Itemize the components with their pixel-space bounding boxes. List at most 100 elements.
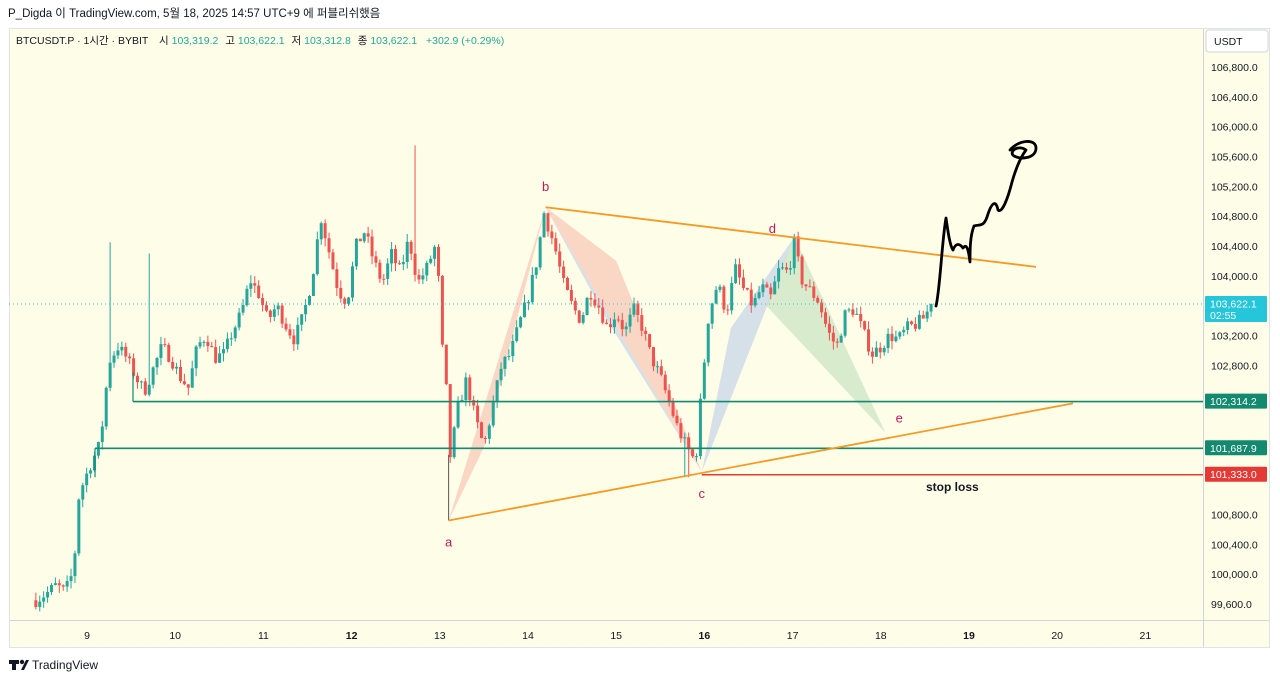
candle-body	[507, 356, 511, 358]
candle-body	[311, 274, 315, 296]
candle-body	[745, 287, 749, 290]
candle-body	[198, 342, 202, 347]
candle-body	[253, 283, 257, 286]
candle-body	[448, 384, 452, 458]
time-axis[interactable]	[9, 621, 1270, 648]
candle-body	[128, 356, 132, 359]
candle-body	[452, 427, 456, 458]
candle-body	[894, 336, 898, 342]
price-tick-label: 105,600.0	[1211, 152, 1258, 164]
candle-body	[566, 277, 570, 290]
price-tick-label: 106,800.0	[1211, 62, 1258, 74]
candle-body	[800, 256, 804, 285]
candle-body	[812, 286, 816, 298]
candle-body	[749, 289, 753, 306]
candle-body	[671, 402, 675, 416]
candle-body	[577, 310, 581, 323]
candle-body	[863, 321, 867, 330]
candle-body	[585, 297, 589, 316]
candle-body	[276, 305, 280, 310]
candle-body	[464, 377, 468, 400]
candle-body	[225, 338, 229, 350]
candle-body	[859, 313, 863, 322]
candle-body	[515, 327, 519, 342]
candle-body	[538, 237, 542, 268]
candle-body	[616, 319, 620, 321]
candle-body	[120, 346, 124, 351]
candle-body	[519, 317, 523, 328]
candle-body	[483, 437, 487, 439]
candle-body	[542, 213, 546, 238]
time-tick-label: 14	[522, 630, 534, 642]
candle-body	[65, 581, 69, 587]
candles[interactable]	[34, 145, 933, 612]
currency-button[interactable]	[1205, 29, 1269, 53]
candle-body	[898, 332, 902, 337]
candle-body	[468, 377, 472, 401]
candle-body	[151, 367, 155, 385]
candle-body	[878, 347, 882, 353]
candle-body	[280, 305, 284, 324]
candle-body	[104, 387, 108, 427]
time-tick-label: 12	[346, 630, 358, 642]
footer-brand: TradingView	[32, 658, 98, 672]
candle-body	[702, 362, 706, 399]
candle-body	[589, 297, 593, 300]
candle-body	[175, 366, 179, 369]
drawings[interactable]	[9, 206, 1203, 522]
candle-body	[292, 335, 296, 345]
candle-body	[667, 390, 671, 403]
price-tick-label: 104,000.0	[1211, 271, 1258, 283]
candle-body	[437, 246, 441, 276]
candle-body	[237, 312, 241, 328]
candle-body	[182, 381, 186, 385]
time-tick-label: 19	[963, 630, 975, 642]
price-axis[interactable]	[1204, 28, 1270, 620]
candle-body	[429, 258, 433, 263]
legend-symbol: BTCUSDT.P · 1시간 · BYBIT	[16, 35, 149, 47]
hand-drawn-projection[interactable]	[934, 140, 1038, 308]
candle-body	[495, 380, 499, 403]
candle-body	[417, 274, 421, 280]
candle-body	[487, 425, 491, 439]
candle-body	[163, 344, 167, 346]
candle-body	[347, 297, 351, 304]
candle-body	[808, 286, 812, 288]
candle-body	[781, 267, 785, 269]
candle-body	[366, 233, 370, 237]
candle-body	[147, 384, 151, 395]
time-tick-label: 15	[610, 630, 622, 642]
legend[interactable]: BTCUSDT.P · 1시간 · BYBIT 시 103,319.2 고 10…	[16, 35, 504, 47]
candle-body	[401, 262, 405, 265]
candle-body	[917, 314, 921, 329]
candle-body	[73, 553, 77, 577]
candle-body	[648, 334, 652, 348]
candle-body	[155, 357, 159, 368]
candle-body	[444, 344, 448, 385]
candle-body	[624, 326, 628, 330]
price-axis-labels: 106,800.0 106,400.0 106,000.0 105,600.0 105,…	[1211, 62, 1258, 611]
candle-body	[218, 353, 222, 363]
candle-body	[440, 275, 444, 345]
candle-body	[804, 284, 808, 287]
price-tick-label: 103,200.0	[1211, 331, 1258, 343]
candle-body	[210, 346, 214, 348]
candle-body	[190, 368, 194, 388]
candle-body	[788, 268, 792, 270]
candle-body	[296, 324, 300, 345]
candle-body	[393, 248, 397, 264]
candle-body	[714, 289, 718, 304]
candle-body	[655, 366, 659, 368]
candle-body	[546, 213, 550, 232]
candle-body	[214, 347, 218, 363]
candle-body	[319, 223, 323, 240]
candle-body	[315, 239, 319, 275]
candle-body	[640, 315, 644, 331]
harmonic-pattern[interactable]	[448, 207, 886, 521]
candle-body	[921, 314, 925, 319]
price-tick-label: 102,800.0	[1211, 360, 1258, 372]
currency-label: USDT	[1214, 36, 1243, 48]
pattern-point-c: c	[699, 486, 706, 501]
candle-body	[632, 303, 636, 315]
